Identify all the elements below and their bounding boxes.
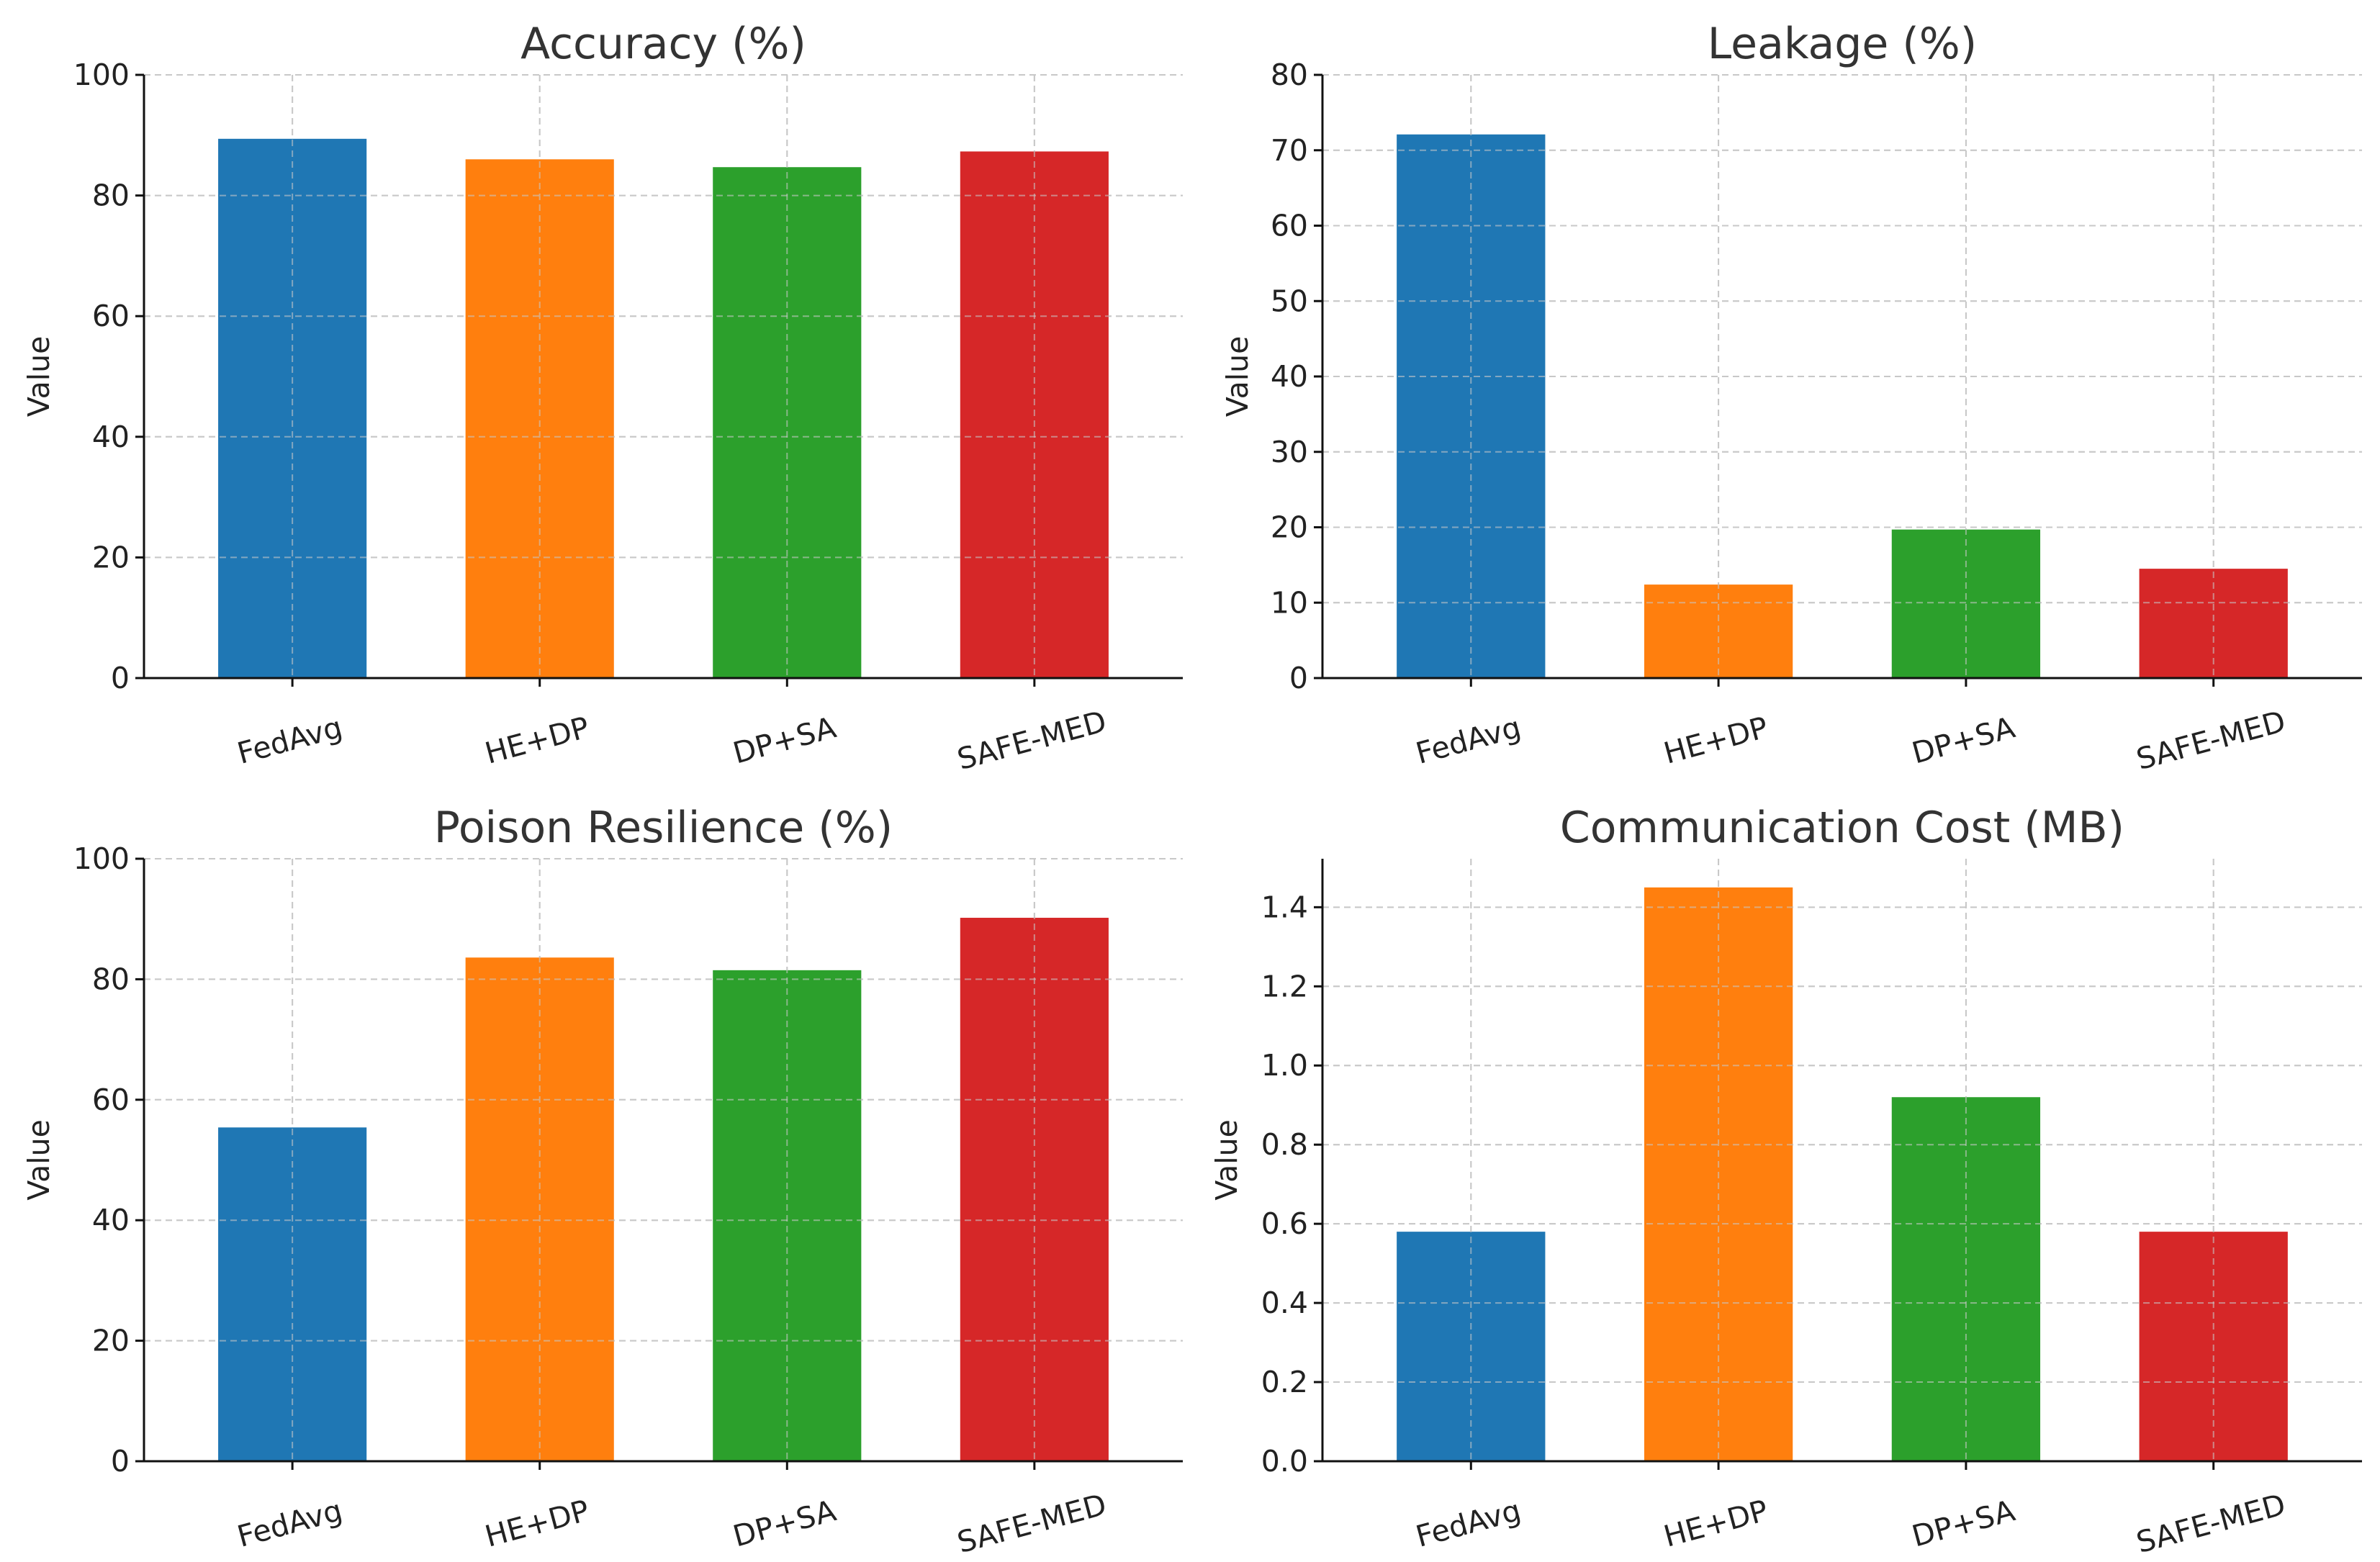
x-tick-label-dp-sa: DP+SA (729, 710, 839, 770)
x-tick-label-dp-sa: DP+SA (1908, 1493, 2019, 1553)
y-tick-label: 100 (73, 58, 130, 92)
y-tick-label: 60 (92, 299, 130, 333)
y-tick-label: 0.2 (1261, 1365, 1308, 1399)
poison-resilience-panel: 0 20 40 60 80 100 FedAvg HE+DP DP+SA SAFE-MED Pois… (22, 803, 1183, 1560)
communication-cost-panel: 0.0 0.2 0.4 0.6 0.8 1.0 1.2 1.4 FedAvg HE+DP DP+SA… (1209, 803, 2362, 1560)
y-tick-label: 50 (1271, 284, 1308, 318)
x-tick-label-safe-med: SAFE-MED (954, 1487, 1110, 1560)
y-tick-label: 100 (73, 841, 130, 876)
x-tick-label-he-dp: HE+DP (482, 1493, 593, 1554)
y-tick-label: 0.0 (1261, 1444, 1308, 1479)
x-tick-label-safe-med: SAFE-MED (954, 704, 1110, 777)
y-axis-label: Value (1220, 336, 1255, 417)
y-tick-label: 80 (1271, 58, 1308, 92)
x-tick-label-fedavg: FedAvg (1412, 1493, 1525, 1554)
x-tick-label-he-dp: HE+DP (482, 710, 593, 771)
y-tick-label: 40 (92, 420, 130, 454)
x-tick-label-safe-med: SAFE-MED (2133, 1487, 2289, 1560)
y-tick-label: 80 (92, 179, 130, 213)
accuracy-panel: 0 20 40 60 80 100 FedAvg HE+DP DP+SA SAFE-MED Accu… (22, 19, 1183, 777)
y-tick-label: 1.2 (1261, 969, 1308, 1003)
x-tick-label-he-dp: HE+DP (1660, 710, 1772, 771)
chart-title: Poison Resilience (%) (434, 803, 893, 853)
x-tick-label-dp-sa: DP+SA (1908, 710, 2019, 770)
y-tick-label: 20 (92, 1324, 130, 1358)
bar-he-dp (465, 159, 614, 678)
x-tick-label-fedavg: FedAvg (1412, 710, 1525, 771)
y-tick-label: 0 (1289, 661, 1308, 695)
y-tick-label: 0 (111, 661, 130, 695)
y-tick-label: 70 (1271, 133, 1308, 168)
chart-title: Communication Cost (MB) (1560, 803, 2124, 853)
y-tick-label: 0.4 (1261, 1286, 1308, 1320)
y-tick-label: 10 (1271, 585, 1308, 620)
y-tick-label: 60 (92, 1083, 130, 1117)
x-tick-label-fedavg: FedAvg (234, 1493, 346, 1554)
y-axis-label: Value (22, 1119, 56, 1201)
y-tick-label: 1.4 (1261, 890, 1308, 924)
y-tick-label: 1.0 (1261, 1048, 1308, 1083)
y-tick-label: 0.8 (1261, 1127, 1308, 1162)
leakage-panel: 0 10 20 30 40 50 60 70 80 FedAvg HE+DP DP+SA SAFE-ME… (1220, 19, 2362, 777)
y-tick-label: 20 (92, 540, 130, 574)
y-tick-label: 30 (1271, 435, 1308, 469)
x-tick-label-dp-sa: DP+SA (729, 1493, 839, 1553)
x-tick-label-safe-med: SAFE-MED (2133, 704, 2289, 777)
y-axis-label: Value (22, 336, 56, 417)
y-tick-label: 60 (1271, 209, 1308, 243)
y-tick-label: 0 (111, 1444, 130, 1479)
y-axis-label: Value (1209, 1119, 1244, 1201)
y-tick-label: 80 (92, 962, 130, 996)
y-tick-label: 40 (92, 1203, 130, 1237)
x-tick-label-fedavg: FedAvg (234, 710, 346, 771)
chart-title: Leakage (%) (1708, 19, 1977, 69)
y-tick-label: 0.6 (1261, 1206, 1308, 1241)
y-tick-label: 20 (1271, 510, 1308, 545)
chart-title: Accuracy (%) (520, 19, 806, 69)
x-tick-label-he-dp: HE+DP (1660, 1493, 1772, 1554)
y-tick-label: 40 (1271, 359, 1308, 394)
